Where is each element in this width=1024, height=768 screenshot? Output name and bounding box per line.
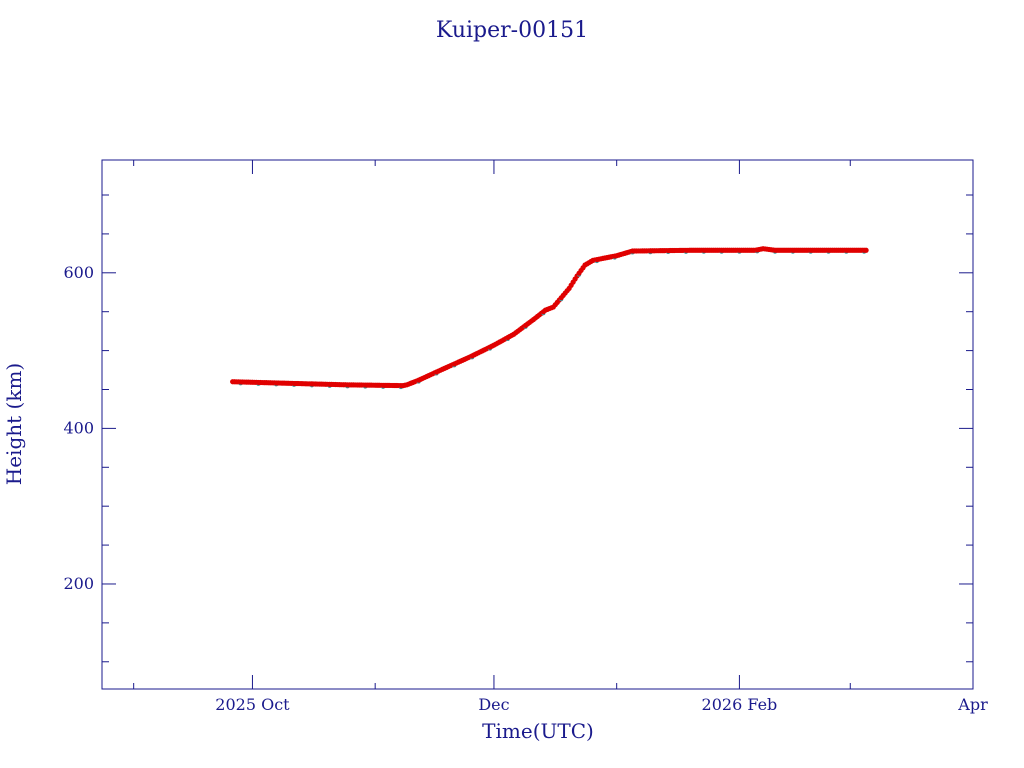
plot-frame (101, 159, 974, 690)
x-tick-label: Dec (478, 695, 509, 714)
x-tick-label: 2026 Feb (702, 695, 778, 714)
x-axis-label: Time(UTC) (482, 719, 594, 743)
chart-title: Kuiper-00151 (436, 18, 588, 43)
y-tick-label: 200 (63, 574, 94, 593)
x-tick-label: 2025 Oct (215, 695, 290, 714)
y-axis-ticks: 200 400 600 (63, 194, 973, 663)
y-tick-label: 600 (63, 263, 94, 282)
y-tick-label: 400 (63, 418, 94, 437)
data-series (230, 246, 869, 390)
data-point (863, 247, 869, 253)
x-axis-ticks: 2025 Oct Dec 2026 Feb Apr (133, 160, 988, 714)
y-axis-label: Height (km) (2, 363, 26, 485)
x-tick-label: Apr (957, 695, 988, 714)
